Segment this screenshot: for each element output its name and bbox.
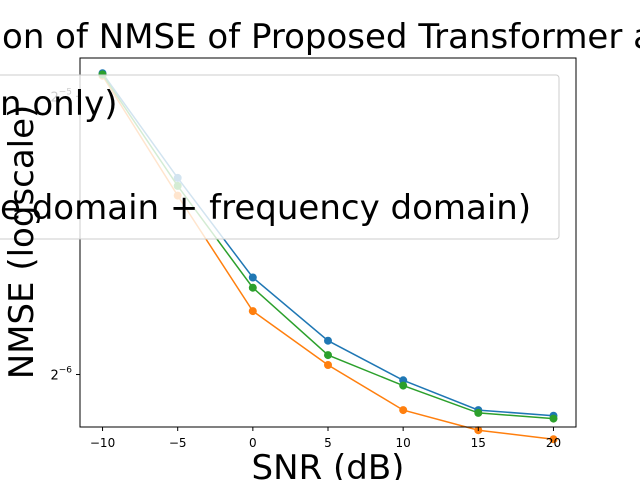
legend-entry-3-label: e domain + frequency domain) (0, 188, 531, 228)
series-3-point (474, 408, 483, 417)
series-3-point (324, 351, 332, 360)
x-tick-label: −10 (90, 436, 115, 450)
y-tick-label: 2−6 (50, 366, 72, 384)
series-2-point (324, 361, 332, 369)
series-3-point (399, 381, 408, 390)
legend-box (0, 74, 560, 240)
series-1-point (324, 336, 332, 345)
x-tick-label: 0 (249, 436, 257, 450)
x-tick-label: 5 (324, 436, 332, 450)
x-tick-label: −5 (169, 436, 187, 450)
x-tick-label: 20 (546, 436, 561, 450)
x-axis-label: SNR (dB) (252, 448, 405, 480)
series-2-point (248, 307, 257, 316)
y-axis-label: NMSE (logscale) (2, 105, 42, 380)
series-2-point (399, 406, 408, 415)
series-3-point (549, 414, 558, 423)
x-tick-label: 10 (396, 436, 411, 450)
x-tick-label: 15 (471, 436, 486, 450)
series-3-point (248, 283, 257, 292)
legend: n only) e domain + frequency domain) (0, 74, 560, 240)
legend-entry-1-label: n only) (0, 84, 118, 124)
chart-title: on of NMSE of Proposed Transformer a (2, 17, 640, 57)
series-1-point (248, 273, 257, 282)
series-2-point (549, 435, 558, 444)
